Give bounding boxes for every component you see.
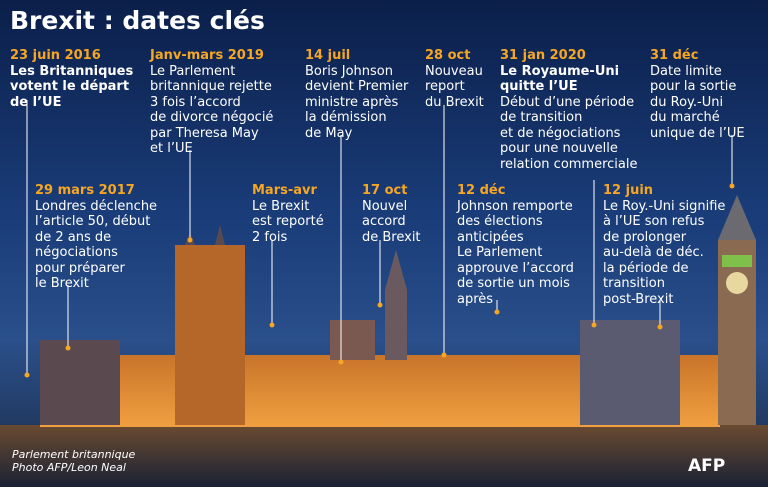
logo: AFP — [688, 456, 726, 476]
event-text: de transition — [500, 110, 583, 125]
event-text: de Brexit — [362, 229, 421, 245]
event-date: 17 oct — [362, 183, 408, 198]
event-text: de sortie un mois — [457, 276, 570, 291]
event-date: 31 déc — [650, 48, 699, 63]
leader-lines — [24, 100, 735, 378]
event-text: pour préparer — [35, 260, 125, 276]
event-text: Nouveau — [425, 63, 483, 79]
leader-dot — [65, 345, 71, 351]
event-date: 12 déc — [457, 183, 506, 198]
event-text: des élections — [457, 214, 543, 229]
event-text: à l’UE son refus — [603, 214, 705, 229]
event-text: 3 fois l’accord — [150, 94, 241, 110]
event-text: et de négociations — [500, 125, 621, 141]
leader-dot — [657, 324, 663, 330]
credits: Parlement britannique Photo AFP/Leon Neal — [12, 448, 135, 474]
event-headline: Le Royaume-Uni — [500, 63, 620, 79]
event-headline: votent le départ — [10, 79, 130, 94]
event-text: unique de l’UE — [650, 125, 745, 141]
event-text: Nouvel — [362, 198, 408, 214]
event-text: du Brexit — [425, 94, 484, 110]
event-text: Le Parlement — [457, 245, 543, 260]
event-text: est reporté — [252, 214, 324, 229]
credit-line: Parlement britannique — [12, 448, 136, 461]
credit-line: Photo AFP/Leon Neal — [12, 461, 126, 474]
event-text: pour la sortie — [650, 79, 737, 94]
event-date: 28 oct — [425, 48, 471, 63]
event-text: l’article 50, début — [35, 214, 151, 229]
event: Mars-avr Le Brexit est reporté 2 fois — [252, 183, 324, 245]
event-text: la période de — [603, 260, 689, 276]
event-text: de prolonger — [603, 229, 687, 245]
event-date: 12 juin — [603, 183, 654, 198]
event-text: et l’UE — [150, 141, 193, 156]
event-text: de divorce négocié — [150, 110, 274, 125]
event-text: Le Parlement — [150, 63, 236, 79]
title: Brexit : dates clés — [10, 6, 265, 35]
event: 23 juin 2016 Les Britanniques votent le dé… — [10, 48, 133, 110]
leader-dot — [338, 359, 344, 365]
event-text: Londres déclenche — [35, 198, 158, 214]
event-text: du marché — [650, 110, 720, 125]
event-text: de May — [305, 125, 353, 141]
event-date: 31 jan 2020 — [500, 48, 586, 63]
event-text: post-Brexit — [603, 291, 674, 307]
event: 29 mars 2017 Londres déclenche l’article 5… — [35, 183, 157, 292]
leader-dot — [187, 237, 193, 243]
event-text: du Roy.-Uni — [650, 94, 724, 110]
event-date: 29 mars 2017 — [35, 183, 135, 198]
event-text: devient Premier — [305, 79, 409, 94]
event-text: la démission — [305, 110, 387, 125]
event-date: Janv-mars 2019 — [150, 48, 264, 63]
leader-dot — [441, 352, 447, 358]
event-text: au-delà de déc. — [603, 245, 704, 260]
event-text: anticipées — [457, 229, 524, 245]
event-text: ministre après — [305, 94, 399, 110]
event-headline: quitte l’UE — [500, 79, 578, 94]
event: Janv-mars 2019 Le Parlement britannique re… — [150, 48, 273, 157]
event-text: Début d’une période — [500, 94, 635, 110]
leader-dot — [729, 183, 735, 189]
event: 17 oct Nouvel accord de Brexit — [362, 183, 421, 245]
event-text: par Theresa May — [150, 125, 259, 141]
event-headline: Les Britanniques — [10, 63, 134, 79]
event-text: Le Brexit — [252, 198, 310, 214]
event-text: approuve l’accord — [457, 260, 574, 276]
event: 31 déc Date limite pour la sortie du Roy.-U… — [650, 48, 745, 141]
event: 12 juin Le Roy.-Uni signifie à l’UE son re… — [603, 183, 725, 307]
leader-dot — [377, 302, 383, 308]
event: 14 juil Boris Johnson devient Premier minis… — [305, 48, 408, 141]
event-text: accord — [362, 214, 406, 229]
leader-dot — [494, 309, 500, 315]
event-text: pour une nouvelle — [500, 141, 618, 156]
event-text: Johnson remporte — [457, 198, 573, 214]
event-date: 23 juin 2016 — [10, 48, 101, 63]
event: 28 oct Nouveau report du Brexit — [425, 48, 484, 110]
event: 31 jan 2020 Le Royaume-Uni quitte l’UE Débu… — [500, 48, 638, 172]
event-text: Le Roy.-Uni signifie — [603, 198, 726, 214]
event-text: relation commerciale — [500, 156, 638, 172]
event-headline: de l’UE — [10, 94, 62, 110]
event-text: Boris Johnson — [305, 63, 393, 79]
event-text: après — [457, 291, 494, 307]
leader-dot — [269, 322, 275, 328]
event-date: Mars-avr — [252, 183, 317, 198]
event: 12 déc Johnson remporte des élections antic… — [457, 183, 574, 307]
leader-dot — [591, 322, 597, 328]
event-text: de 2 ans de — [35, 229, 112, 245]
event-text: Date limite — [650, 63, 722, 79]
event-date: 14 juil — [305, 48, 351, 63]
event-text: le Brexit — [35, 276, 89, 291]
event-text: transition — [603, 276, 665, 291]
event-text: report — [425, 79, 465, 94]
event-text: 2 fois — [252, 229, 288, 245]
event-text: négociations — [35, 245, 118, 260]
leader-dot — [24, 372, 30, 378]
event-text: britannique rejette — [150, 79, 272, 94]
